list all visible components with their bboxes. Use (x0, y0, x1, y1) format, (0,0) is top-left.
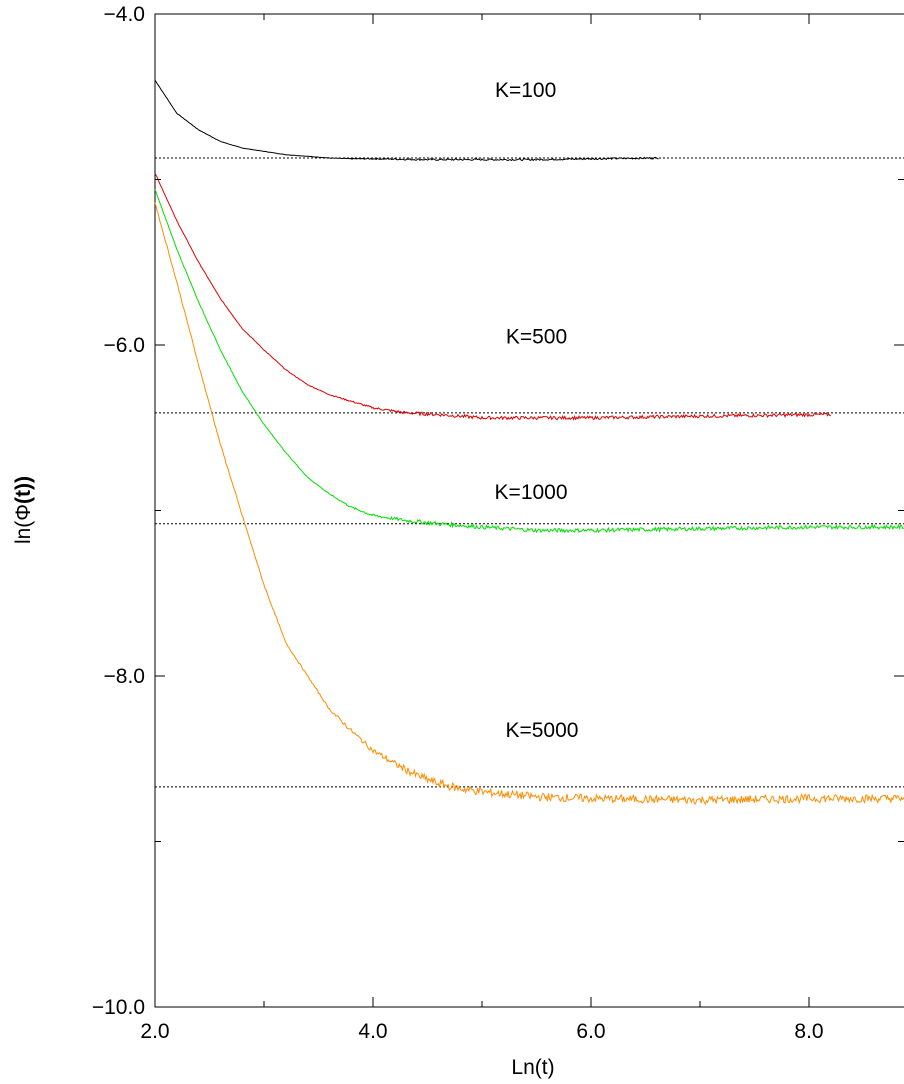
series-lines (154, 79, 904, 806)
plot-frame (154, 13, 904, 1008)
tick-labels: 2.0 4.0 6.0 8.0 −10.0 −8.0 −6.0 −4.0 (92, 3, 824, 1043)
series-line-1 (154, 172, 832, 421)
annotation-3: K=5000 (505, 719, 578, 742)
axis-ticks (154, 13, 904, 1008)
y-tick-label-2: −6.0 (104, 334, 145, 357)
y-tick-label-1: −8.0 (104, 665, 145, 688)
y-axis-label-bold: (t)) (12, 476, 35, 504)
series-annotations: K=100 K=500 K=1000 K=5000 (495, 79, 579, 742)
annotation-1: K=500 (506, 325, 567, 348)
y-tick-label-0: −10.0 (92, 996, 145, 1019)
x-tick-label-3: 8.0 (794, 1020, 823, 1043)
reference-lines (155, 157, 904, 788)
series-line-0 (154, 79, 659, 162)
y-tick-label-3: −4.0 (104, 3, 145, 26)
annotation-0: K=100 (495, 79, 556, 102)
series-line-3 (154, 202, 904, 806)
y-axis-label-prefix: ln( (12, 521, 35, 544)
series-line-2 (154, 189, 904, 534)
x-axis-label: Ln(t) (511, 1056, 554, 1079)
x-tick-label-1: 4.0 (358, 1020, 387, 1043)
y-axis-label: ln(Φ(t)) (12, 476, 35, 544)
y-axis-label-symbol: Φ (12, 504, 35, 521)
annotation-2: K=1000 (495, 481, 568, 504)
x-tick-label-0: 2.0 (140, 1020, 169, 1043)
x-tick-label-2: 6.0 (576, 1020, 605, 1043)
